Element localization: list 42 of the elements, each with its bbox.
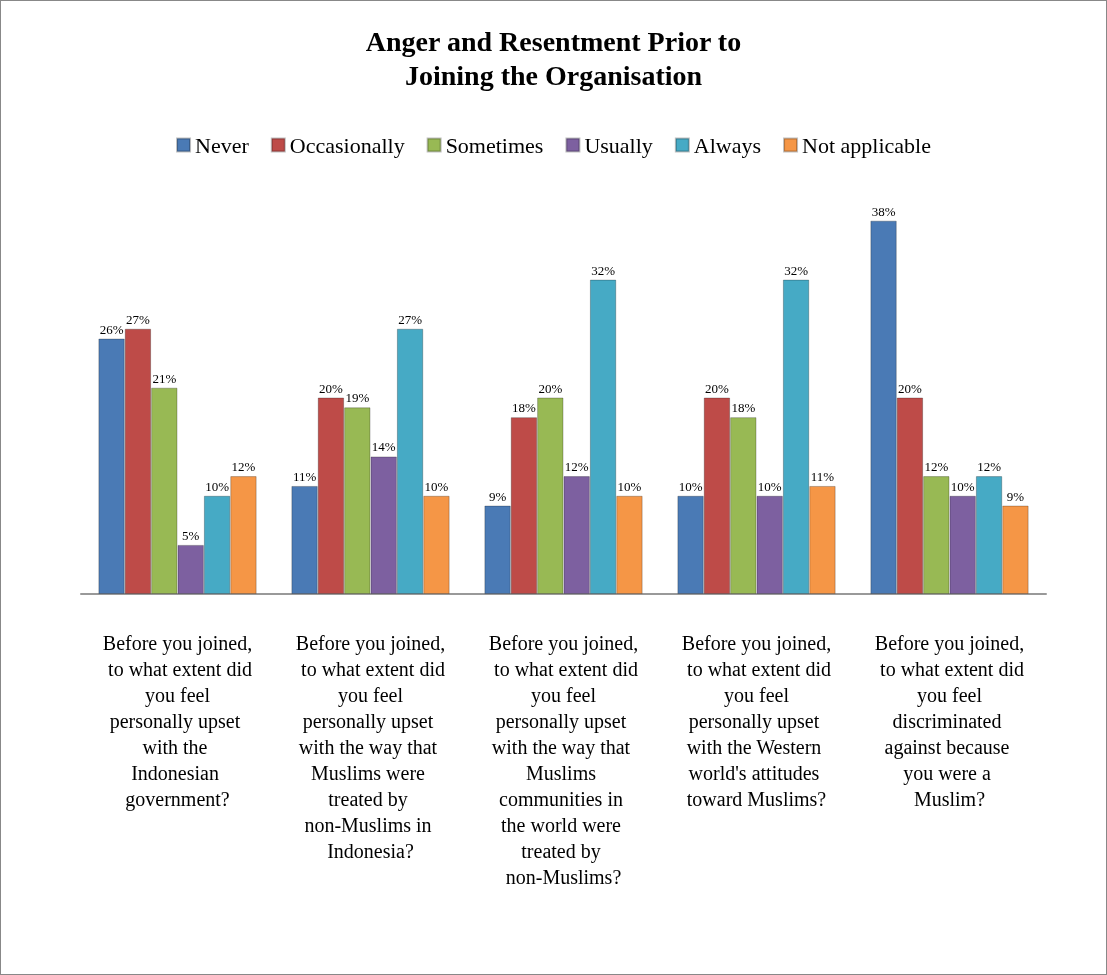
data-label: 10% — [678, 478, 703, 494]
data-label: 11% — [810, 468, 835, 484]
data-label: 12% — [924, 459, 949, 475]
legend-label: Sometimes — [445, 132, 544, 158]
data-label: 5% — [182, 527, 200, 543]
data-label: 21% — [152, 370, 177, 386]
data-label: 10% — [617, 478, 642, 494]
data-label: 9% — [488, 488, 507, 504]
data-label: 9% — [1006, 488, 1025, 504]
legend-label: Not applicable — [802, 132, 931, 158]
data-label: 12% — [564, 459, 589, 475]
data-label: 14% — [371, 439, 396, 455]
data-label: 20% — [319, 380, 344, 396]
data-label: 10% — [424, 478, 449, 494]
data-label: 32% — [784, 262, 809, 278]
data-label: 32% — [591, 262, 616, 278]
legend-label: Never — [195, 132, 250, 158]
data-label: 27% — [398, 311, 423, 327]
data-label: 10% — [757, 478, 782, 494]
data-label: 12% — [977, 459, 1002, 475]
data-label: 11% — [292, 468, 317, 484]
data-label: 18% — [512, 400, 537, 416]
legend-label: Always — [693, 132, 762, 158]
x-tick-label: Before you joined, to what extent did you feel personally upset with the Indonesian government? — [102, 632, 253, 811]
data-label: 20% — [538, 380, 563, 396]
data-label: 38% — [871, 203, 896, 219]
data-label: 19% — [345, 390, 370, 406]
data-label: 27% — [126, 311, 151, 327]
category-label: Before you joined, to what extent did you feel personally upset with the way that Muslims communities in the world were treated by non-Muslims? — [488, 632, 639, 888]
x-tick-label: Before you joined, to what extent did you feel personally upset with the Western world's attitudes toward Muslims? — [681, 632, 832, 810]
legend-label: Occasionally — [289, 132, 405, 158]
data-label: 10% — [205, 478, 230, 494]
legend-label: Usually — [584, 132, 653, 158]
chart-title: Anger and Resentment Prior to Joining the Organisation — [365, 25, 742, 91]
data-label: 12% — [231, 459, 256, 475]
x-tick-label: Before you joined, to what extent did you feel discriminated against because you were a Muslim? — [874, 632, 1025, 810]
data-label: 26% — [99, 321, 124, 337]
data-label: 20% — [898, 380, 923, 396]
category-label: Before you joined, to what extent did you feel personally upset with the way that Muslims were treated by non-Muslims in Indonesia? — [295, 632, 446, 862]
data-label: 10% — [950, 478, 975, 494]
data-label: 20% — [705, 380, 730, 396]
data-label: 18% — [731, 400, 756, 416]
